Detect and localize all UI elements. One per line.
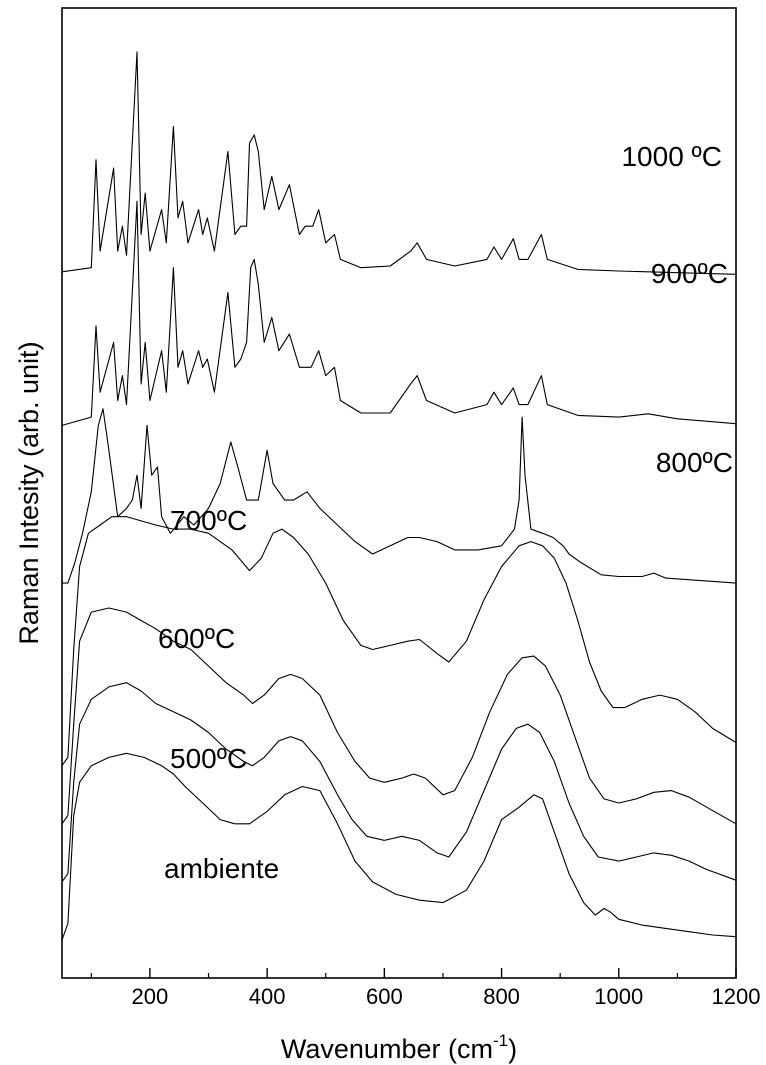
x-axis-tick-labels: 200 400 600 800 1000 1200	[132, 984, 761, 1009]
series-label: 600ºC	[158, 623, 235, 654]
series-label: 700ºC	[170, 505, 247, 536]
series-line-800-c	[62, 408, 737, 584]
series-line-900-c	[61, 200, 737, 426]
x-tick-label: 400	[249, 984, 286, 1009]
series-label: 800ºC	[656, 447, 733, 478]
series-label: 900ºC	[651, 258, 728, 289]
series-line-ambiente	[61, 752, 737, 941]
series-label: 500ºC	[170, 743, 247, 774]
series-label: ambiente	[164, 853, 279, 884]
series-line-500-c	[61, 682, 737, 883]
series-line-1000-c	[61, 51, 737, 275]
x-axis-title: Wavenumber (cm-1)	[281, 1031, 517, 1064]
x-tick-label: 800	[483, 984, 520, 1009]
plot-frame	[61, 7, 737, 979]
series-traces	[61, 51, 737, 941]
x-tick-label: 200	[132, 984, 169, 1009]
series-line-600-c	[61, 607, 737, 825]
series-label: 1000 ºC	[621, 141, 722, 172]
x-tick-label: 1000	[594, 984, 643, 1009]
x-tick-label: 600	[366, 984, 403, 1009]
series-labels: 1000 ºC 900ºC 800ºC 700ºC 600ºC 500ºC ambiente	[158, 141, 733, 884]
x-tick-label: 1200	[712, 984, 761, 1009]
x-axis-ticks	[90, 968, 737, 978]
y-axis-title: Raman Intesity (arb. unit)	[14, 341, 44, 644]
series-line-700-c	[61, 516, 737, 767]
